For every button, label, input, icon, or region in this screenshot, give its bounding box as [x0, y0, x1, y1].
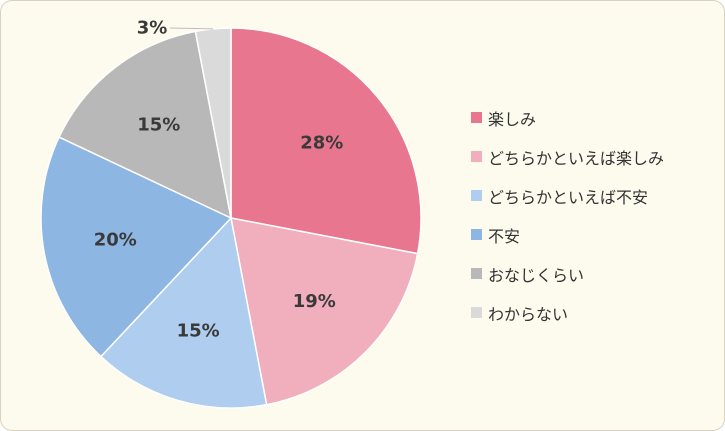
legend-swatch-5 [471, 307, 482, 318]
pie-slice-2 [99, 216, 268, 409]
legend-swatch-2 [471, 190, 482, 201]
data-label-2: 15% [177, 321, 220, 342]
pie-slice-4 [58, 30, 233, 220]
data-label-3: 20% [94, 230, 137, 251]
legend-swatch-0 [471, 112, 482, 123]
leader-line-3 [169, 27, 214, 30]
legend-label-0: 楽しみ [488, 109, 537, 129]
legend-item-4: おなじくらい [471, 254, 664, 293]
data-label-4: 15% [137, 114, 180, 135]
legend-swatch-1 [471, 151, 482, 162]
pie-slice-0 [230, 27, 422, 255]
legend-item-3: 不安 [471, 215, 664, 254]
pie-slice-3 [40, 136, 233, 358]
legend-label-2: どちらかといえば不安 [488, 187, 649, 207]
legend-item-0: 楽しみ [471, 98, 664, 137]
pie-slice-1 [230, 217, 419, 406]
legend-item-1: どちらかといえば楽しみ [471, 137, 664, 176]
legend: 楽しみ どちらかといえば楽しみ どちらかといえば不安 不安 おなじくらい わから… [471, 98, 664, 332]
legend-label-5: わからない [488, 304, 569, 324]
legend-swatch-4 [471, 268, 482, 279]
legend-item-2: どちらかといえば不安 [471, 176, 664, 215]
legend-item-5: わからない [471, 293, 664, 332]
pie-slice-5 [194, 27, 232, 219]
legend-swatch-3 [471, 229, 482, 240]
legend-label-4: おなじくらい [488, 265, 585, 285]
data-label-0: 28% [300, 132, 343, 153]
data-label-1: 19% [293, 291, 336, 312]
data-label-5: 3% [137, 18, 168, 39]
legend-label-1: どちらかといえば楽しみ [488, 148, 665, 168]
legend-label-3: 不安 [488, 226, 521, 246]
